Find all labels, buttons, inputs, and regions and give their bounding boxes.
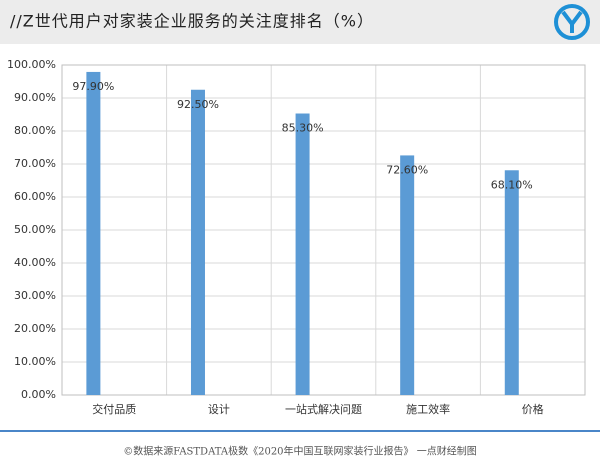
y-tick-label: 50.00%	[14, 223, 56, 236]
x-tick-label: 一站式解决问题	[285, 402, 362, 416]
x-tick-label: 设计	[208, 403, 230, 416]
y-tick-label: 70.00%	[14, 157, 56, 170]
plot-border	[61, 64, 586, 396]
data-label: 97.90%	[72, 80, 114, 93]
y-tick-label: 60.00%	[14, 190, 56, 203]
logo	[554, 4, 590, 40]
bar	[295, 113, 310, 395]
title-bar	[0, 0, 600, 44]
y-tick-label: 100.00%	[7, 58, 56, 71]
y-tick-label: 0.00%	[21, 388, 56, 401]
x-tick-label: 价格	[522, 402, 544, 416]
data-label: 85.30%	[282, 122, 324, 135]
y-tick-label: 40.00%	[14, 256, 56, 269]
chart-title: //Z世代用户对家装企业服务的关注度排名（%）	[10, 12, 374, 31]
bar	[400, 155, 415, 395]
y-tick-label: 80.00%	[14, 124, 56, 137]
bar	[504, 170, 519, 395]
bar	[86, 71, 101, 396]
data-label: 72.60%	[386, 163, 428, 176]
y-tick-label: 90.00%	[14, 91, 56, 104]
data-label: 92.50%	[177, 98, 219, 111]
x-tick-label: 交付品质	[92, 402, 136, 416]
source-note: ©数据来源FASTDATA极数《2020年中国互联网家装行业报告》 一点财经制图	[123, 445, 476, 458]
y-tick-label: 30.00%	[14, 289, 56, 302]
bar	[190, 89, 205, 395]
x-tick-label: 施工效率	[406, 402, 450, 416]
y-tick-label: 20.00%	[14, 322, 56, 335]
data-label: 68.10%	[491, 178, 533, 191]
y-tick-label: 10.00%	[14, 355, 56, 368]
